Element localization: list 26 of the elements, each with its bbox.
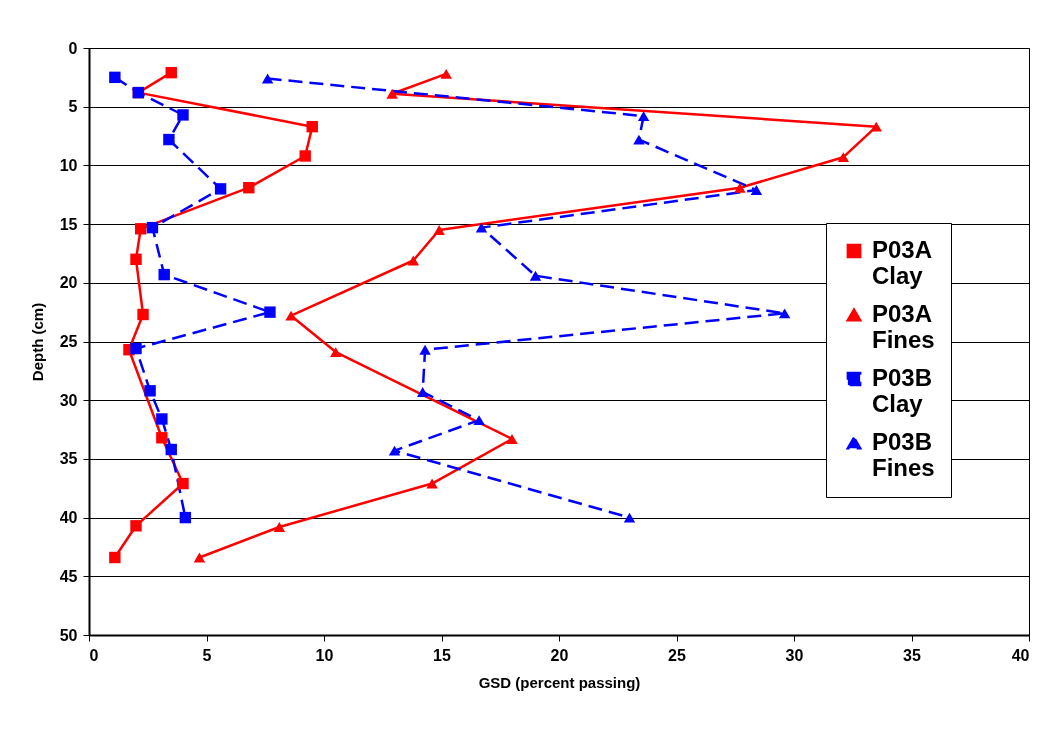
- y-tick-label: 0: [68, 39, 78, 57]
- y-tick-label: 10: [59, 156, 78, 174]
- x-tick-label: 0: [89, 646, 99, 664]
- y-tick-label: 15: [59, 215, 78, 233]
- x-tick-label: 15: [433, 646, 451, 664]
- x-tick-label: 20: [550, 646, 569, 664]
- legend-label: P03A Clay: [872, 236, 933, 289]
- y-tick-label: 35: [59, 450, 78, 468]
- y-tick-label: 20: [59, 274, 78, 292]
- y-tick-label: 40: [59, 509, 78, 527]
- x-tick-label: 25: [668, 646, 686, 664]
- x-tick-label: 30: [785, 646, 804, 664]
- legend-label: P03A Fines: [872, 300, 935, 353]
- x-tick-label: 10: [315, 646, 334, 664]
- x-tick-label: 5: [202, 646, 212, 664]
- y-tick-label: 25: [59, 333, 78, 350]
- y-axis-title: Depth (cm): [28, 302, 46, 382]
- y-tick-label: 30: [59, 391, 78, 409]
- x-tick-label: 35: [903, 646, 921, 664]
- legend-label: P03B Fines: [872, 428, 935, 481]
- x-axis-title: GSD (percent passing): [478, 673, 641, 691]
- legend-label: P03B Clay: [872, 364, 933, 417]
- y-tick-label: 50: [59, 626, 78, 644]
- y-tick-label: 45: [59, 567, 78, 585]
- y-tick-label: 5: [68, 98, 78, 116]
- x-tick-label: 40: [1011, 646, 1030, 664]
